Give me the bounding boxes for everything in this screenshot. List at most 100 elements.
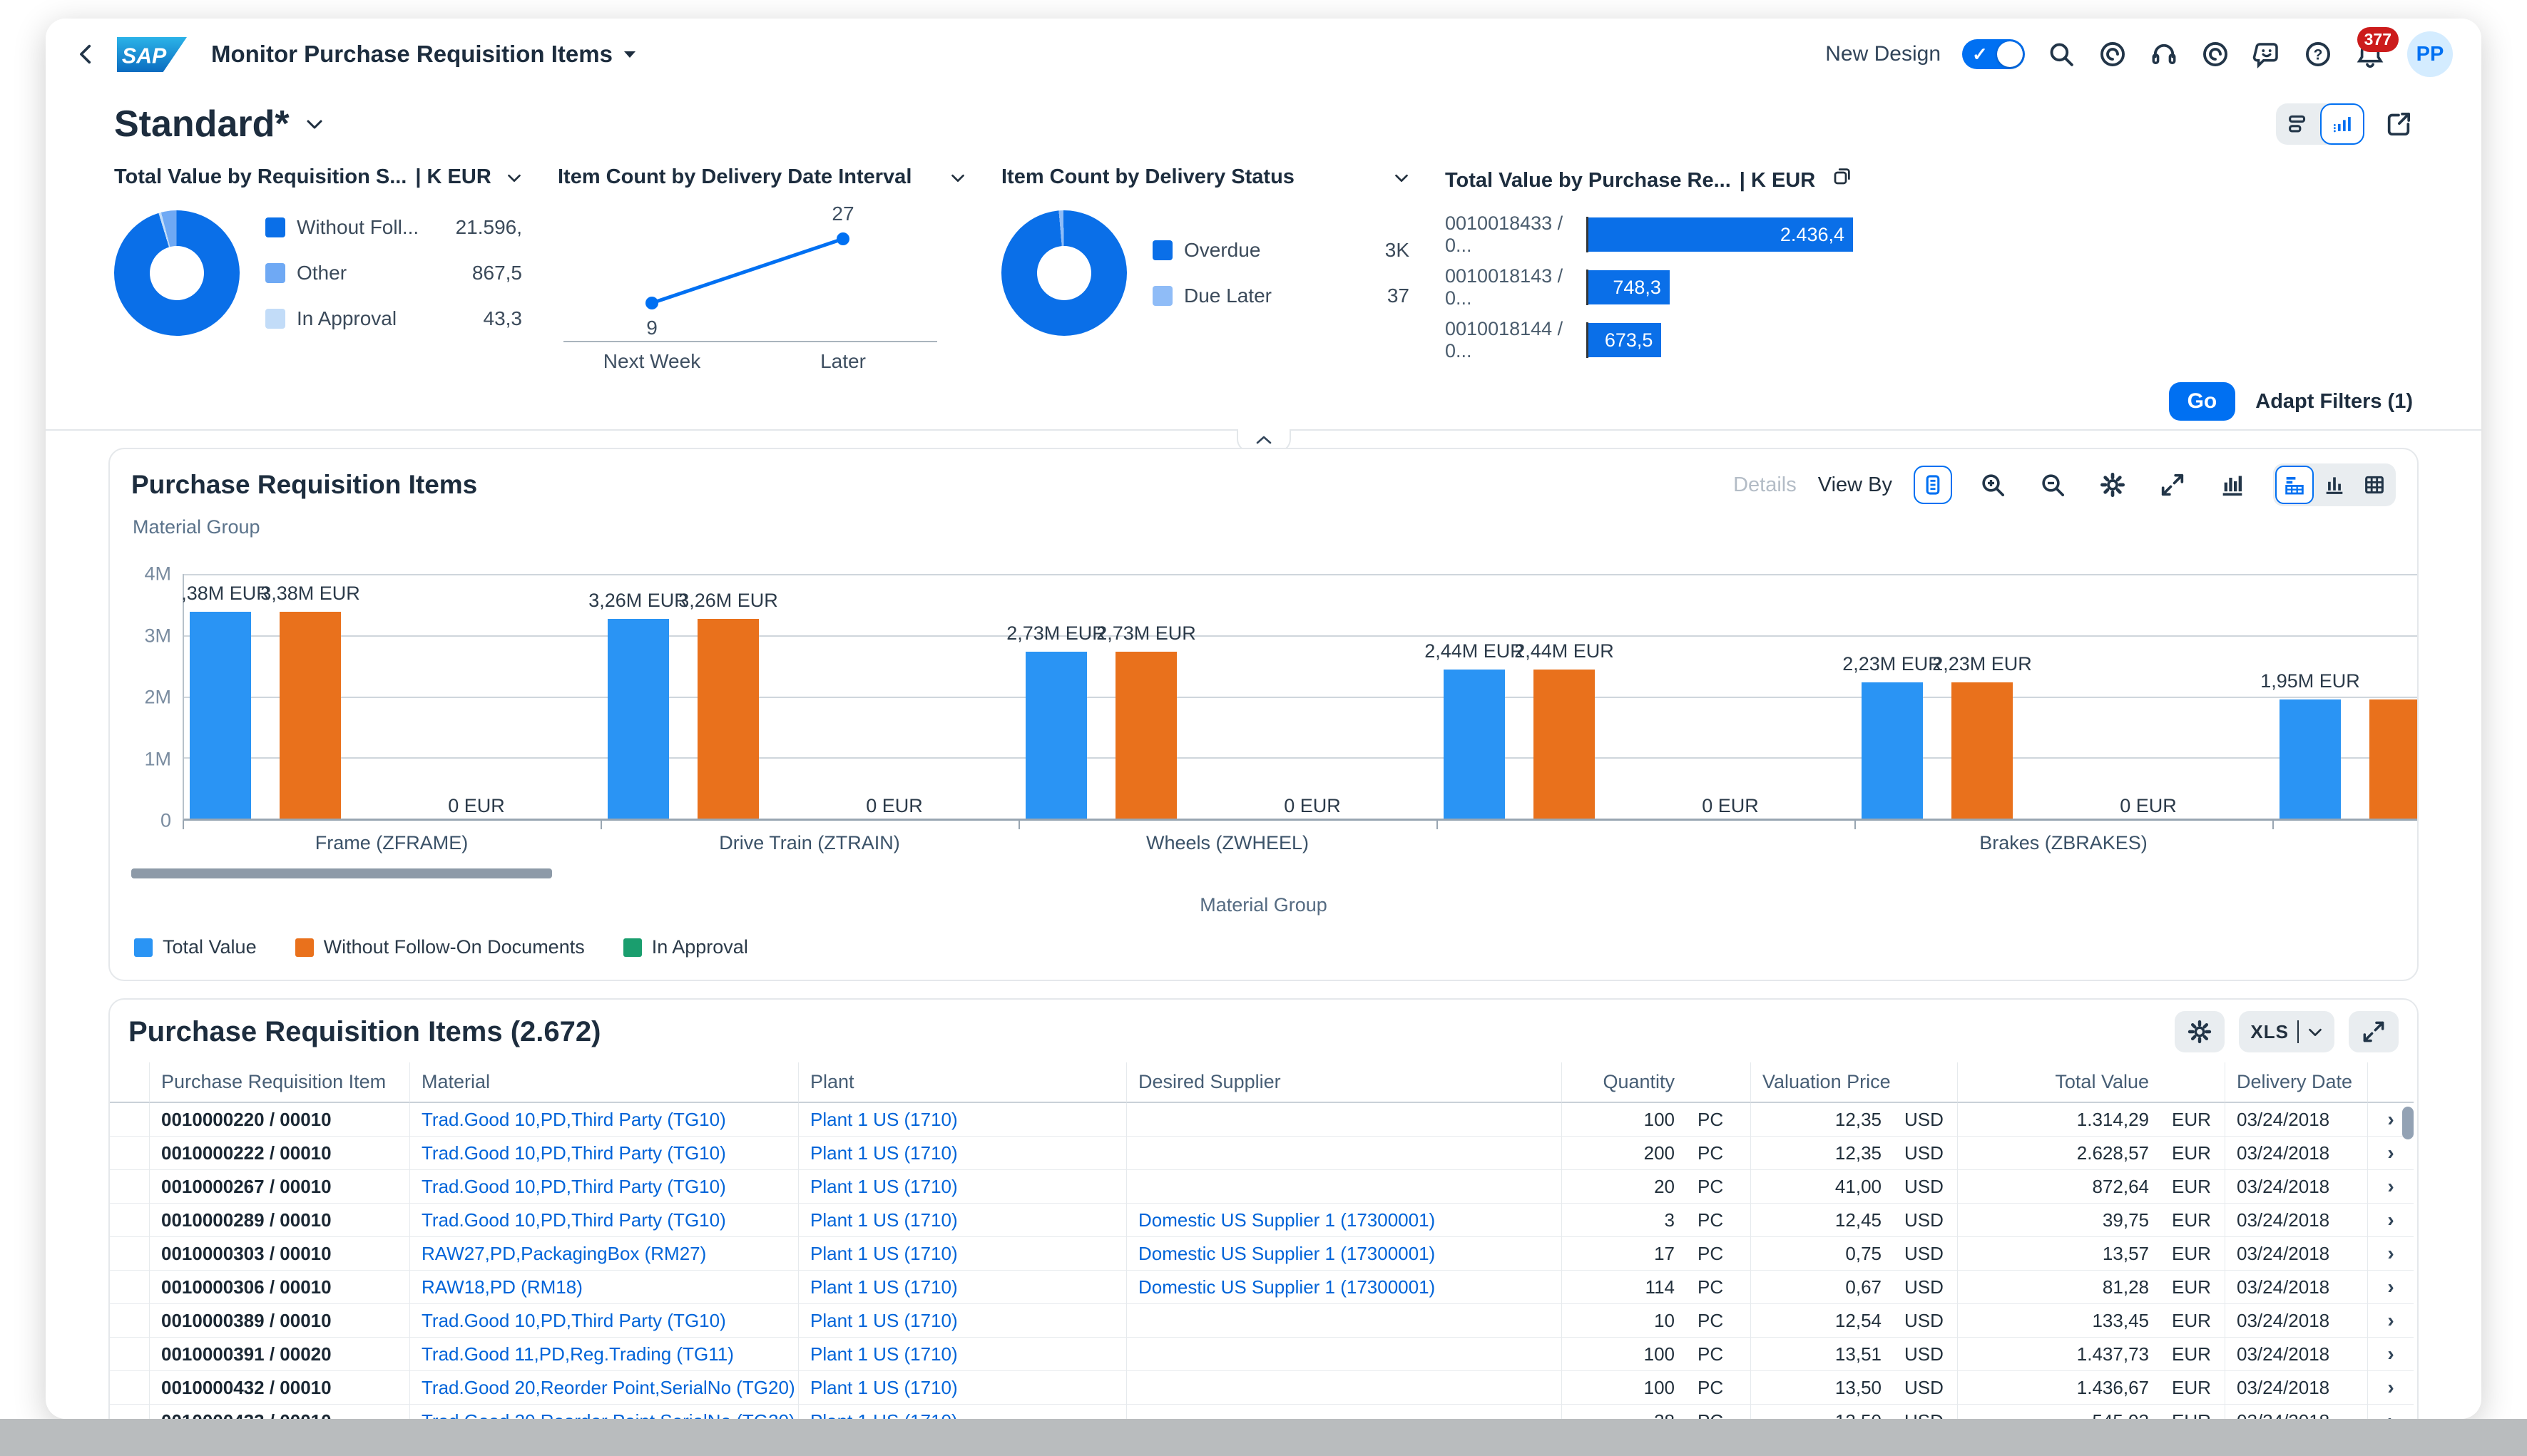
table-cell-supplier[interactable]: Domestic US Supplier 1 (17300001) xyxy=(1126,1237,1561,1271)
hbar-bar[interactable]: 2.436,4 xyxy=(1588,217,1853,252)
hbar-bar[interactable]: 748,3 xyxy=(1588,270,1670,304)
without-followon-bar[interactable]: 2,73M EUR xyxy=(1096,622,1196,819)
hbar-row[interactable]: 0010018144 / 0... 673,5 xyxy=(1445,318,1853,362)
chart-and-table-view-icon[interactable] xyxy=(2275,466,2314,504)
select-column-header[interactable] xyxy=(110,1062,149,1103)
chevron-down-icon[interactable] xyxy=(506,173,522,183)
table-cell-material[interactable]: Trad.Good 10,PD,Third Party (TG10) xyxy=(409,1304,798,1338)
legend-toggle-icon[interactable] xyxy=(1914,466,1952,504)
app-title-menu[interactable]: Monitor Purchase Requisition Items xyxy=(211,41,637,68)
without-followon-bar[interactable] xyxy=(2369,699,2417,819)
table-row[interactable]: 0010000432 / 00010 Trad.Good 20,Reorder P… xyxy=(110,1371,2417,1405)
zoom-in-icon[interactable] xyxy=(1974,466,2012,504)
table-cell-plant[interactable]: Plant 1 US (1710) xyxy=(798,1371,1126,1405)
support-headset-icon[interactable] xyxy=(2149,39,2179,69)
without-followon-bar[interactable]: 3,26M EUR xyxy=(678,590,778,819)
total-value-bar[interactable]: 2,23M EUR xyxy=(1842,653,1942,819)
table-cell-material[interactable]: Trad.Good 20,Reorder Point,SerialNo (TG2… xyxy=(409,1371,798,1405)
total-value-bar[interactable]: 3,38M EUR xyxy=(183,583,270,819)
x-axis-label[interactable]: Frame (ZFRAME) xyxy=(183,821,601,854)
table-row[interactable]: 0010000222 / 00010 Trad.Good 10,PD,Third … xyxy=(110,1137,2417,1170)
avatar[interactable]: PP xyxy=(2407,31,2453,77)
hbar-bar[interactable]: 673,5 xyxy=(1588,323,1662,357)
column-header-material[interactable]: Material xyxy=(409,1062,798,1103)
column-header-plant[interactable]: Plant xyxy=(798,1062,1126,1103)
help-icon[interactable]: ? xyxy=(2303,39,2333,69)
row-navigation-chevron[interactable]: › xyxy=(2367,1405,2414,1419)
chart-legend-item[interactable]: In Approval xyxy=(623,936,748,958)
table-cell-plant[interactable]: Plant 1 US (1710) xyxy=(798,1103,1126,1137)
chevron-down-icon[interactable] xyxy=(950,173,966,183)
companion-icon[interactable] xyxy=(2200,39,2230,69)
copilot-icon[interactable] xyxy=(2098,39,2128,69)
table-cell-supplier[interactable] xyxy=(1126,1137,1561,1170)
row-navigation-chevron[interactable]: › xyxy=(2367,1204,2414,1237)
table-cell-plant[interactable]: Plant 1 US (1710) xyxy=(798,1405,1126,1419)
x-axis-label[interactable]: Wheels (ZWHEEL) xyxy=(1019,821,1436,854)
go-button[interactable]: Go xyxy=(2168,382,2236,421)
x-axis-label[interactable] xyxy=(1436,821,1854,854)
table-cell-plant[interactable]: Plant 1 US (1710) xyxy=(798,1137,1126,1170)
fullscreen-icon[interactable] xyxy=(2153,466,2192,504)
kpi-card-requisition-status[interactable]: Total Value by Requisition S... | K EUR … xyxy=(114,165,522,379)
search-icon[interactable] xyxy=(2046,39,2076,69)
chart-layout-icon[interactable] xyxy=(2320,103,2364,145)
row-navigation-chevron[interactable]: › xyxy=(2367,1237,2414,1271)
table-row[interactable]: 0010000220 / 00010 Trad.Good 10,PD,Third … xyxy=(110,1103,2417,1137)
table-row[interactable]: 0010000289 / 00010 Trad.Good 10,PD,Third … xyxy=(110,1204,2417,1237)
column-header-item[interactable]: Purchase Requisition Item xyxy=(149,1062,409,1103)
zoom-out-icon[interactable] xyxy=(2033,466,2072,504)
table-cell-plant[interactable]: Plant 1 US (1710) xyxy=(798,1271,1126,1304)
table-cell-supplier[interactable] xyxy=(1126,1304,1561,1338)
total-value-bar[interactable]: 3,26M EUR xyxy=(588,590,688,819)
back-button[interactable] xyxy=(74,42,98,66)
row-navigation-chevron[interactable]: › xyxy=(2367,1170,2414,1204)
without-followon-bar[interactable]: 2,44M EUR xyxy=(1514,640,1614,819)
details-button[interactable]: Details xyxy=(1733,473,1797,496)
kpi-card-purchase-requisition[interactable]: Total Value by Purchase Re... | K EUR 00… xyxy=(1445,165,1853,379)
copy-icon[interactable] xyxy=(1832,165,1853,187)
kpi-card-delivery-status[interactable]: Item Count by Delivery Status Overdue 3K D… xyxy=(1001,165,1409,379)
table-row[interactable]: 0010000389 / 00010 Trad.Good 10,PD,Third … xyxy=(110,1304,2417,1338)
chart-settings-gear-icon[interactable] xyxy=(2093,466,2132,504)
column-header-date[interactable]: Delivery Date xyxy=(2225,1062,2367,1103)
hbar-row[interactable]: 0010018433 / 0... 2.436,4 xyxy=(1445,212,1853,256)
table-vertical-scrollbar[interactable] xyxy=(2402,1107,2414,1139)
table-cell-plant[interactable]: Plant 1 US (1710) xyxy=(798,1204,1126,1237)
chart-horizontal-scrollbar[interactable] xyxy=(131,868,2417,878)
hbar-row[interactable]: 0010018143 / 0... 748,3 xyxy=(1445,265,1853,309)
table-row[interactable]: 0010000303 / 00010 RAW27,PD,PackagingBox … xyxy=(110,1237,2417,1271)
row-navigation-chevron[interactable]: › xyxy=(2367,1371,2414,1405)
total-value-bar[interactable]: 2,44M EUR xyxy=(1424,640,1524,819)
show-chart-icon[interactable] xyxy=(2213,466,2252,504)
column-header-total[interactable]: Total Value xyxy=(1957,1062,2160,1103)
kpi-card-delivery-date-interval[interactable]: Item Count by Delivery Date Interval 9 2… xyxy=(558,165,966,379)
without-followon-bar[interactable]: 2,23M EUR xyxy=(1932,653,2032,819)
row-navigation-chevron[interactable]: › xyxy=(2367,1338,2414,1371)
table-only-view-icon[interactable] xyxy=(2355,466,2394,504)
table-cell-material[interactable]: RAW27,PD,PackagingBox (RM27) xyxy=(409,1237,798,1271)
row-navigation-chevron[interactable]: › xyxy=(2367,1137,2414,1170)
table-cell-supplier[interactable] xyxy=(1126,1170,1561,1204)
table-row[interactable]: 0010000306 / 00010 RAW18,PD (RM18) Plant 1… xyxy=(110,1271,2417,1304)
chevron-down-icon[interactable] xyxy=(1394,173,1409,183)
new-design-toggle[interactable]: ✓ xyxy=(1962,39,2025,69)
share-icon[interactable] xyxy=(2384,110,2413,138)
x-axis-label[interactable]: Deraill xyxy=(2272,821,2417,854)
total-value-bar[interactable]: 2,73M EUR xyxy=(1006,622,1106,819)
adapt-filters-button[interactable]: Adapt Filters (1) xyxy=(2255,389,2413,413)
chart-only-view-icon[interactable] xyxy=(2315,466,2354,504)
feedback-icon[interactable] xyxy=(2252,39,2282,69)
column-header-quantity[interactable]: Quantity xyxy=(1561,1062,1686,1103)
table-settings-gear-icon[interactable] xyxy=(2175,1011,2225,1052)
row-navigation-chevron[interactable]: › xyxy=(2367,1271,2414,1304)
donut-chart[interactable] xyxy=(114,210,240,336)
table-cell-plant[interactable]: Plant 1 US (1710) xyxy=(798,1338,1126,1371)
table-cell-supplier[interactable]: Domestic US Supplier 1 (17300001) xyxy=(1126,1271,1561,1304)
export-xls-split-button[interactable]: XLS xyxy=(2239,1011,2334,1052)
table-fullscreen-icon[interactable] xyxy=(2349,1011,2399,1052)
table-cell-material[interactable]: Trad.Good 10,PD,Third Party (TG10) xyxy=(409,1204,798,1237)
chart-legend-item[interactable]: Without Follow-On Documents xyxy=(295,936,585,958)
